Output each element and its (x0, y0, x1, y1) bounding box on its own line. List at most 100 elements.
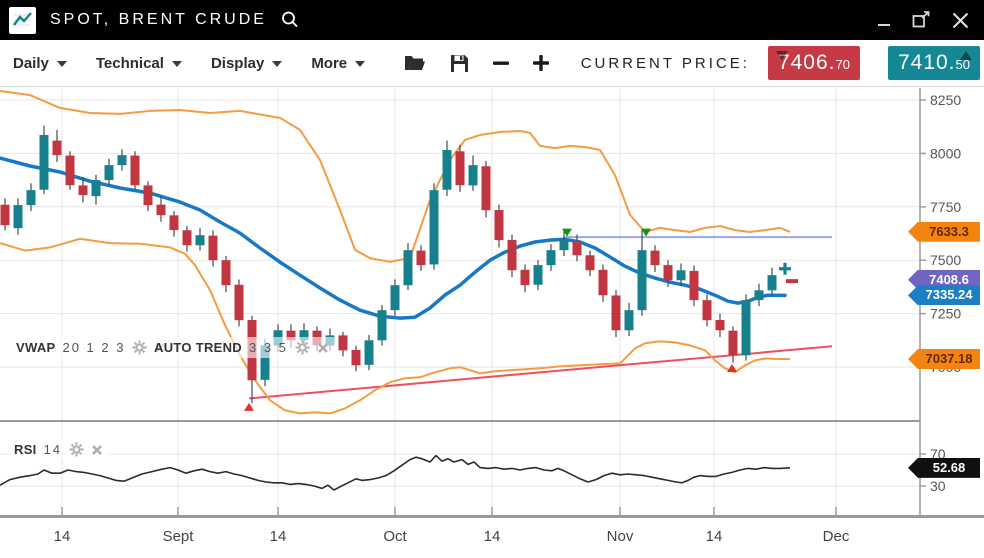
axis-tick-label: 14 (270, 528, 287, 545)
bid-price-badge: 7406. 70 (767, 46, 860, 80)
chart-canvas[interactable]: 825080007750750072507000703014Sept14Oct1… (0, 88, 984, 558)
caret-down-icon (272, 61, 283, 67)
candle-body (13, 205, 23, 229)
candle-body (637, 250, 647, 311)
bid-price-int: 7406. (777, 51, 836, 74)
candle-body (676, 270, 686, 281)
vwap-params: 20 1 2 3 (62, 340, 126, 355)
candle-body (546, 250, 556, 266)
candle-body (507, 239, 517, 271)
candle-body (481, 166, 491, 211)
candle-body (208, 235, 218, 261)
minimize-icon[interactable] (877, 12, 891, 28)
rsi-pane (0, 454, 791, 491)
candle-body (767, 275, 777, 291)
candle-body (364, 340, 374, 365)
candle-body (65, 155, 75, 186)
title-bar: SPOT, BRENT CRUDE (0, 0, 984, 40)
lower-band-price-badge: 7037.18 (908, 349, 980, 370)
candle-body (52, 140, 62, 156)
candle-body (390, 285, 400, 311)
candle-body (26, 190, 36, 206)
menu-technical-label: Technical (95, 54, 164, 72)
ma-price-badge: 7335.24 (908, 285, 980, 306)
candle-body (39, 135, 49, 190)
axis-tick-label: 8000 (930, 145, 961, 161)
sell-signal-triangle (562, 228, 572, 237)
candle-body (429, 190, 439, 265)
candle-body (611, 295, 621, 331)
candle-body (520, 269, 530, 286)
zoom-in-icon[interactable] (532, 54, 550, 72)
menu-daily[interactable]: Daily (13, 55, 67, 72)
candle-body (91, 180, 101, 197)
candle-body (169, 215, 179, 231)
candle-body (104, 165, 114, 181)
candle-body (182, 230, 192, 246)
upper-band-price-badge: 7633.3 (908, 221, 980, 242)
candle-body (598, 269, 608, 296)
candle-body (689, 270, 699, 301)
arrow-down-icon (775, 51, 788, 60)
remove-icon[interactable] (317, 342, 329, 354)
axis-tick-label: Oct (383, 528, 407, 545)
vwap-name: VWAP (16, 340, 56, 355)
axis-tick-label: 14 (484, 528, 501, 545)
menu-display[interactable]: Display (210, 54, 283, 72)
search-icon[interactable] (279, 9, 301, 31)
current-price-label: CURRENT PRICE: (580, 54, 750, 72)
sell-signal-triangle (641, 228, 651, 237)
candle-body (377, 310, 387, 341)
candle-body (494, 210, 504, 241)
buy-signal-triangle (727, 364, 737, 373)
axis-tick-label: 14 (54, 528, 71, 545)
menu-more[interactable]: More (311, 55, 366, 72)
rsi-line (0, 454, 791, 491)
candle-body (221, 260, 231, 286)
remove-icon[interactable] (91, 444, 103, 456)
candle-body (715, 320, 725, 331)
candle-body (741, 300, 751, 356)
gear-icon[interactable] (295, 340, 310, 355)
close-icon[interactable] (951, 11, 970, 30)
ask-price-int: 7410. (897, 51, 956, 74)
buy-signal-triangle (244, 402, 254, 411)
axis-tick-label: 7250 (930, 306, 961, 322)
gear-icon[interactable] (69, 442, 84, 457)
candle-body (624, 310, 634, 331)
candle-body (117, 155, 127, 166)
candle-body (728, 330, 738, 356)
candle-body (403, 250, 413, 286)
menu-display-label: Display (210, 54, 265, 72)
gear-icon[interactable] (132, 340, 147, 355)
open-folder-icon[interactable] (403, 53, 427, 73)
caret-down-icon (56, 61, 67, 67)
trend-signals (244, 228, 798, 411)
vwap-indicator-label: VWAP 20 1 2 3 (10, 337, 173, 358)
candle-body (234, 284, 244, 321)
axis-tick-label: 14 (706, 528, 723, 545)
autotrend-indicator-label: AUTO TREND 3 3 5 (148, 337, 335, 358)
vwap-price-badge: 7408.6 (908, 269, 980, 290)
candle-body (650, 250, 660, 266)
autotrend-name: AUTO TREND (154, 340, 242, 355)
menu-technical[interactable]: Technical (96, 55, 182, 72)
candle-body (130, 155, 140, 186)
toolbar: Daily Technical Display More (0, 40, 984, 87)
axis-tick-label: 8250 (930, 92, 961, 108)
caret-down-icon (355, 61, 366, 67)
current-price-group: CURRENT PRICE: 7406. 70 7410. 50 (581, 46, 984, 80)
axis-tick-label: Nov (607, 528, 634, 545)
save-icon[interactable] (449, 53, 470, 74)
candle-body (468, 165, 478, 186)
popout-icon[interactable] (911, 10, 931, 30)
zoom-out-icon[interactable] (492, 54, 510, 72)
window-controls (877, 10, 984, 30)
rsi-indicator-label: RSI 14 (8, 439, 110, 460)
app-logo-icon (9, 6, 36, 34)
autotrend-params: 3 3 5 (248, 340, 288, 355)
candle-body (299, 330, 309, 341)
caret-down-icon (171, 61, 182, 67)
axis-tick-label: 30 (930, 478, 946, 494)
lower-band-line (0, 237, 791, 415)
